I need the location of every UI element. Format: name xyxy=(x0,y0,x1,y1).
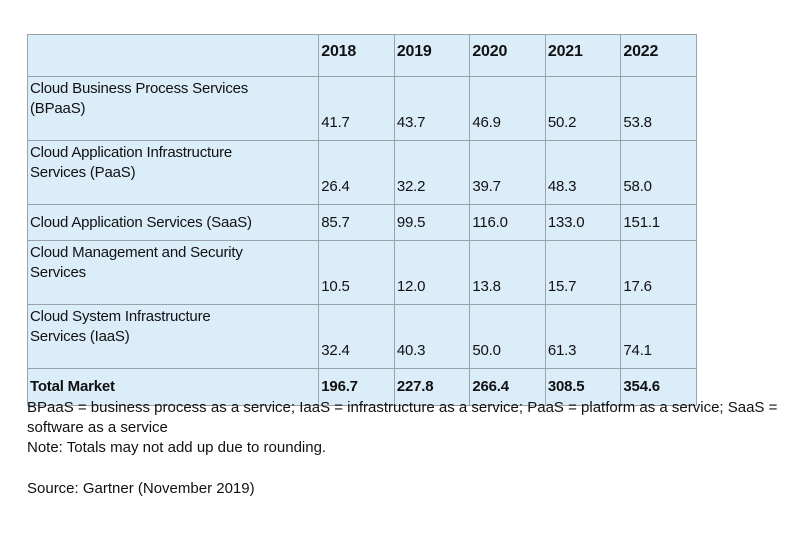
notes: BPaaS = business process as a service; I… xyxy=(27,398,797,458)
row-label-line: Cloud Management and Security xyxy=(30,244,243,261)
table-cell: 53.8 xyxy=(620,76,697,141)
row-label-line: Cloud Application Infrastructure xyxy=(30,144,233,161)
table-cell: 85.7 xyxy=(318,204,395,241)
total-row: Total Market 196.7 227.8 266.4 308.5 354.6 xyxy=(26,368,697,406)
row-label: Cloud System Infrastructure Services (Iaa… xyxy=(26,304,320,369)
table-cell: 13.8 xyxy=(469,240,546,305)
table-cell: 12.0 xyxy=(393,240,471,305)
table-cell: 48.3 xyxy=(544,140,622,205)
row-label: Cloud Application Infrastructure Services… xyxy=(26,140,320,205)
row-label-line: (BPaaS) xyxy=(30,100,86,117)
header-blank xyxy=(26,34,320,77)
row-label-line: Services xyxy=(30,264,86,281)
table-row: Cloud Business Process Services (BPaaS) 41… xyxy=(26,76,697,141)
table-cell: 43.7 xyxy=(393,76,471,141)
table-cell: 133.0 xyxy=(544,204,622,241)
table-cell: 50.0 xyxy=(469,304,546,369)
column-header: 2021 xyxy=(544,34,622,77)
rounding-note: Note: Totals may not add up due to round… xyxy=(27,439,327,456)
column-header: 2018 xyxy=(318,34,395,77)
row-label-line: Services (PaaS) xyxy=(30,164,136,181)
table-cell: 39.7 xyxy=(469,140,546,205)
row-label: Cloud Application Services (SaaS) xyxy=(26,204,320,241)
total-cell: 354.6 xyxy=(620,368,697,406)
table-cell: 58.0 xyxy=(620,140,697,205)
row-label: Cloud Business Process Services (BPaaS) xyxy=(26,76,320,141)
total-cell: 266.4 xyxy=(469,368,546,406)
table-cell: 116.0 xyxy=(469,204,546,241)
table-cell: 74.1 xyxy=(620,304,697,369)
row-label-line: Cloud Application Services (SaaS) xyxy=(30,213,252,231)
table-cell: 41.7 xyxy=(318,76,395,141)
table-cell: 15.7 xyxy=(544,240,622,305)
table-cell: 32.2 xyxy=(393,140,471,205)
column-header: 2019 xyxy=(393,34,471,77)
table-cell: 32.4 xyxy=(318,304,395,369)
table-cell: 17.6 xyxy=(620,240,697,305)
header-row: 2018 2019 2020 2021 2022 xyxy=(26,34,697,77)
column-header: 2020 xyxy=(469,34,546,77)
table-cell: 10.5 xyxy=(318,240,395,305)
column-header: 2022 xyxy=(620,34,697,77)
total-cell: 196.7 xyxy=(318,368,395,406)
table-cell: 26.4 xyxy=(318,140,395,205)
table-row: Cloud Application Services (SaaS) 85.7 99.… xyxy=(26,204,697,241)
total-label: Total Market xyxy=(26,368,320,406)
table-cell: 151.1 xyxy=(620,204,697,241)
table-cell: 50.2 xyxy=(544,76,622,141)
table-cell: 46.9 xyxy=(469,76,546,141)
abbreviations-note: BPaaS = business process as a service; I… xyxy=(27,399,778,436)
row-label-line: Services (IaaS) xyxy=(30,328,130,345)
table-row: Cloud Application Infrastructure Services… xyxy=(26,140,697,205)
table-row: Cloud Management and Security Services 10.… xyxy=(26,240,697,305)
table-cell: 99.5 xyxy=(393,204,471,241)
source-note: Source: Gartner (November 2019) xyxy=(27,480,255,497)
cloud-services-table: 2018 2019 2020 2021 2022 Cloud Business Proce… xyxy=(26,34,697,406)
table-cell: 61.3 xyxy=(544,304,622,369)
row-label: Cloud Management and Security Services xyxy=(26,240,320,305)
row-label-line: Cloud Business Process Services xyxy=(30,80,249,97)
table-row: Cloud System Infrastructure Services (Iaa… xyxy=(26,304,697,369)
row-label-line: Cloud System Infrastructure xyxy=(30,308,211,325)
table-cell: 40.3 xyxy=(393,304,471,369)
